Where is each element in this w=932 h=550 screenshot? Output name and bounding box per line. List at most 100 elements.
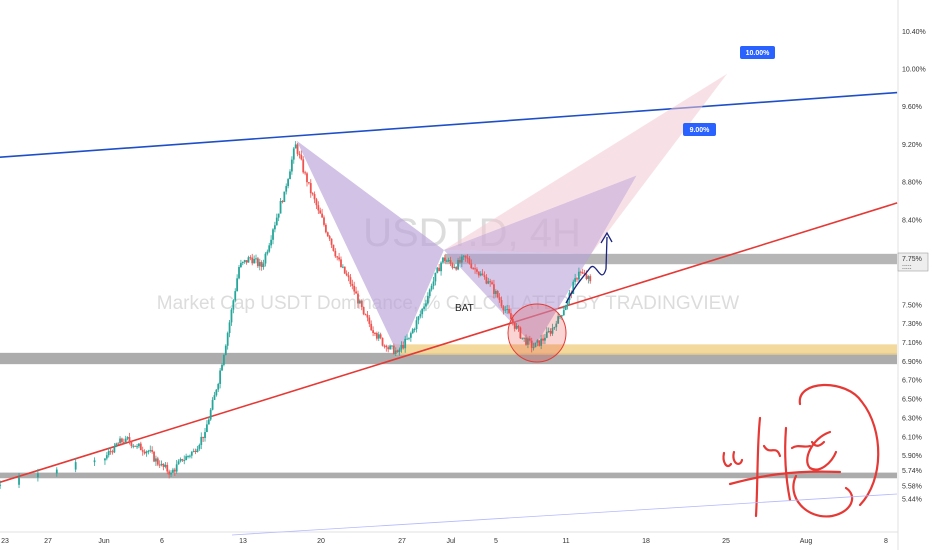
candle-body xyxy=(321,214,323,218)
candle-body xyxy=(125,439,127,443)
candle-body xyxy=(331,239,333,245)
candle-body xyxy=(327,232,329,236)
candle xyxy=(329,235,331,241)
candle xyxy=(342,264,344,268)
x-tick-label: Aug xyxy=(800,538,813,545)
candle xyxy=(319,208,321,214)
candle-body xyxy=(155,458,157,461)
candle-body xyxy=(467,258,469,259)
candle-body xyxy=(236,278,238,291)
candle-body xyxy=(136,446,138,447)
candle-body xyxy=(176,464,178,471)
candle xyxy=(240,260,242,268)
y-tick-label: 5.44% xyxy=(902,497,922,504)
candle-body xyxy=(497,291,499,297)
candle-body xyxy=(265,254,267,264)
candle xyxy=(193,449,195,453)
candle-body xyxy=(367,315,369,318)
candle xyxy=(455,266,457,271)
time-axis[interactable]: 23 27 Jun 6 13 20 27 Jul 5 11 18 25 Aug 8 xyxy=(0,532,898,545)
candle-body xyxy=(302,159,304,172)
candle-body xyxy=(140,444,142,451)
y-tick-label: 10.40% xyxy=(902,29,926,36)
candle xyxy=(285,183,287,194)
candle xyxy=(295,141,297,148)
candle xyxy=(346,270,348,276)
candle-body xyxy=(580,272,582,273)
candle xyxy=(387,345,389,352)
target-label-9: 9.00% xyxy=(683,123,716,136)
candle xyxy=(348,272,350,281)
candle-body xyxy=(589,276,591,281)
candle xyxy=(134,446,136,447)
candle xyxy=(310,179,312,198)
candle-body xyxy=(474,268,476,269)
candle-body xyxy=(18,477,20,484)
candle xyxy=(157,457,159,466)
candle xyxy=(214,392,216,400)
candle-body xyxy=(461,257,463,263)
candle xyxy=(355,287,357,294)
candle-body xyxy=(300,155,302,160)
candle-body xyxy=(435,273,437,282)
candle-body xyxy=(442,258,444,263)
candle xyxy=(236,274,238,291)
candle-body xyxy=(240,263,242,267)
candle-body xyxy=(565,306,567,310)
candle xyxy=(338,253,340,261)
candle xyxy=(202,437,204,442)
candle-body xyxy=(147,451,149,452)
candle xyxy=(223,354,225,366)
candle xyxy=(418,316,420,324)
candle xyxy=(280,198,282,214)
candle-body xyxy=(372,330,374,333)
reversal-circle xyxy=(508,304,566,362)
candle-body xyxy=(574,278,576,282)
candle-body xyxy=(195,451,197,452)
y-tick-label: 8.80% xyxy=(902,180,922,187)
target-label-9-text: 9.00% xyxy=(690,127,711,134)
candle-body xyxy=(378,334,380,338)
candle-body xyxy=(510,313,512,319)
x-tick-label: 8 xyxy=(884,538,888,545)
candle xyxy=(215,389,217,397)
candle xyxy=(317,201,319,214)
candle xyxy=(410,332,412,342)
price-axis[interactable]: 10.80%10.40%10.00%9.60%9.20%8.80%8.40%8.… xyxy=(898,0,926,550)
candle xyxy=(453,264,455,268)
candle xyxy=(304,171,306,175)
candle-body xyxy=(104,458,106,460)
candle xyxy=(206,420,208,432)
candle xyxy=(210,408,212,421)
candle xyxy=(291,156,293,174)
bottom-faint-trendline xyxy=(232,494,897,535)
candle xyxy=(227,332,229,350)
candle xyxy=(302,156,304,174)
candle xyxy=(316,198,318,209)
candle-body xyxy=(0,485,1,486)
y-tick-label: 6.70% xyxy=(902,378,922,385)
candle-body xyxy=(191,452,193,456)
candle xyxy=(178,459,180,464)
candle xyxy=(172,468,174,473)
zone-support-band xyxy=(395,344,897,354)
candle-body xyxy=(287,179,289,186)
candle-body xyxy=(193,451,195,452)
candle-body xyxy=(304,172,306,173)
candle-body xyxy=(446,261,448,262)
candle-body xyxy=(431,286,433,290)
candle-body xyxy=(129,437,131,442)
candle xyxy=(363,307,365,316)
candle-body xyxy=(75,462,77,469)
candle xyxy=(300,151,302,161)
candle xyxy=(278,213,280,221)
candle xyxy=(435,273,437,286)
candle xyxy=(261,260,263,271)
candle-body xyxy=(56,470,58,474)
candle-body xyxy=(410,333,412,338)
candle-body xyxy=(480,274,482,276)
candle-body xyxy=(257,258,259,266)
x-tick-label: 27 xyxy=(44,538,52,545)
candle-body xyxy=(463,256,465,257)
